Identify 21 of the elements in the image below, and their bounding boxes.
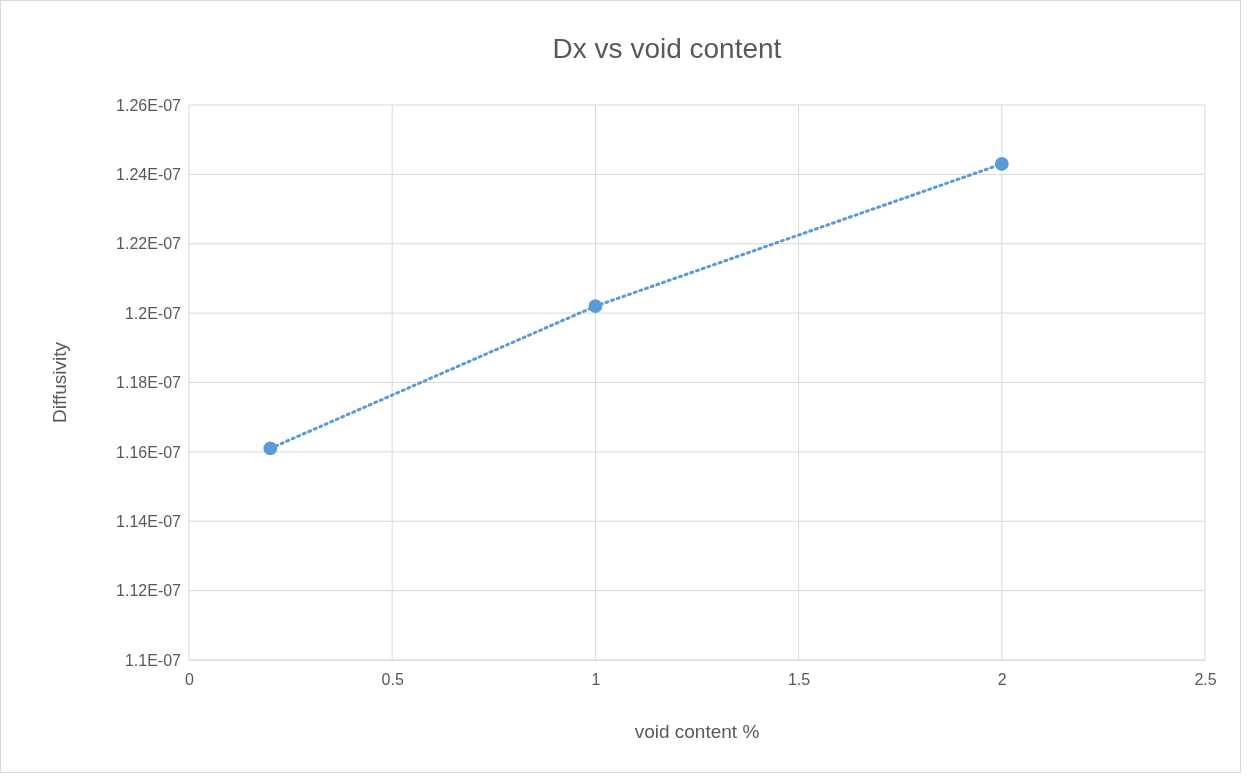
point	[588, 299, 603, 314]
y-tick-label: 1.18E-07	[116, 374, 182, 392]
x-axis-title: void content %	[634, 721, 760, 742]
y-axis-title: Diffusivity	[49, 341, 70, 423]
x-tick-label: 2	[997, 671, 1007, 689]
y-tick-label: 1.1E-07	[124, 651, 182, 669]
y-tick-label: 1.16E-07	[116, 443, 182, 461]
x-tick-label: 2.5	[1194, 671, 1217, 689]
point	[263, 441, 278, 456]
y-tick-label: 1.12E-07	[116, 582, 182, 600]
point	[994, 157, 1009, 171]
y-tick-label: 1.26E-07	[116, 96, 182, 114]
chart-title: Dx vs void content	[552, 33, 782, 64]
x-tick-label: 0.5	[381, 671, 404, 689]
x-tick-label: 0	[185, 671, 195, 689]
y-tick-label: 1.24E-07	[116, 165, 182, 183]
x-tick-label: 1	[591, 671, 601, 689]
y-tick-label: 1.2E-07	[124, 304, 182, 322]
y-tick-label: 1.22E-07	[116, 235, 182, 253]
x-tick-label: 1.5	[787, 671, 811, 689]
y-tick-label: 1.14E-07	[116, 512, 182, 530]
